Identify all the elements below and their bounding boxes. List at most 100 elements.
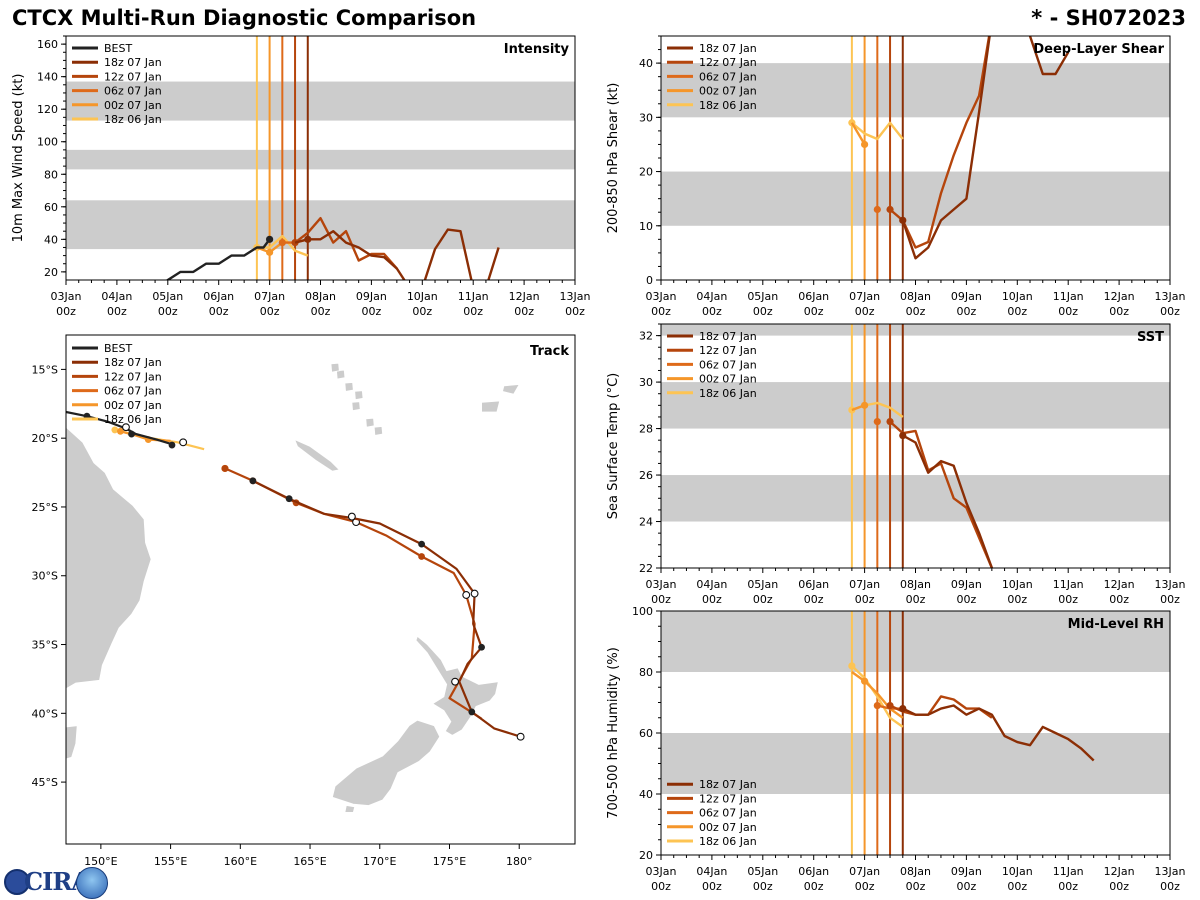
- shear-xtick-label: 13Jan: [1155, 290, 1186, 303]
- intensity-marker-18z-07-jan: [304, 235, 312, 243]
- track-xtick-label: 180°: [506, 855, 533, 868]
- intensity-ytick-label: 20: [44, 266, 58, 279]
- track-dot-best: [179, 438, 188, 447]
- shear-xtick-label: 09Jan: [951, 290, 982, 303]
- sst-series-18z-07-jan: [902, 434, 994, 568]
- rh-legend-label: 00z 07 Jan: [699, 821, 757, 834]
- intensity-xtick-label: 00z: [463, 305, 483, 318]
- sst-band: [661, 382, 1170, 429]
- shear-series-18z-06-jan: [851, 121, 904, 141]
- shear-xtick-label: 00z: [1160, 305, 1180, 318]
- sst-xtick-label: 10Jan: [1002, 578, 1033, 591]
- sst-xtick-label: 00z: [1058, 593, 1078, 606]
- track-legend-label: 18z 06 Jan: [104, 413, 162, 426]
- sst-xtick-label: 00z: [1160, 593, 1180, 606]
- shear-xtick-label: 08Jan: [900, 290, 931, 303]
- sst-xtick-label: 04Jan: [696, 578, 727, 591]
- intensity-ytick-label: 80: [44, 168, 58, 181]
- rh-ylabel: 700-500 hPa Humidity (%): [606, 647, 621, 819]
- rh-xtick-label: 00z: [1007, 880, 1027, 893]
- track-dot-18z-07-jan: [451, 677, 460, 686]
- shear-legend-label: 18z 06 Jan: [699, 99, 757, 112]
- track-ytick-label: 25°S: [32, 501, 58, 514]
- track-ytick-label: 20°S: [32, 432, 58, 445]
- intensity-xtick-label: 00z: [565, 305, 585, 318]
- track-dot-18z-07-jan: [285, 495, 293, 503]
- rh-xtick-label: 06Jan: [798, 865, 829, 878]
- sst-xtick-label: 08Jan: [900, 578, 931, 591]
- intensity-series-12z-07-jan: [294, 216, 398, 270]
- track-dot-18z-07-jan: [516, 732, 525, 741]
- rh-legend-label: 12z 07 Jan: [699, 792, 757, 805]
- intensity-xtick-label: 08Jan: [305, 290, 336, 303]
- shear-ytick-label: 10: [639, 220, 653, 233]
- shear-xtick-label: 07Jan: [849, 290, 880, 303]
- intensity-marker-00z-07-jan: [266, 248, 274, 256]
- rh-xtick-label: 10Jan: [1002, 865, 1033, 878]
- intensity-legend-label: 18z 07 Jan: [104, 56, 162, 69]
- shear-xtick-label: 05Jan: [747, 290, 778, 303]
- track-xtick-label: 165°E: [293, 855, 326, 868]
- rh-marker-18z-06-jan: [848, 662, 856, 670]
- intensity-xtick-label: 10Jan: [407, 290, 438, 303]
- sst-xtick-label: 00z: [702, 593, 722, 606]
- rh-marker-12z-07-jan: [886, 701, 894, 710]
- rh-xtick-label: 05Jan: [747, 865, 778, 878]
- intensity-ytick-label: 60: [44, 201, 58, 214]
- stewart-island-land: [344, 805, 356, 813]
- intensity-ylabel: 10m Max Wind Speed (kt): [11, 74, 26, 243]
- sst-xtick-label: 09Jan: [951, 578, 982, 591]
- rh-plot-area: [661, 611, 1170, 855]
- intensity-ytick-label: 160: [37, 38, 58, 51]
- track-dot-18z-06-jan: [111, 426, 119, 434]
- rh-band: [661, 733, 1170, 794]
- cira-logo: CIRA: [4, 866, 108, 899]
- track-dot-18z-07-jan: [418, 540, 426, 548]
- intensity-xtick-label: 09Jan: [356, 290, 387, 303]
- sst-band: [661, 324, 1170, 336]
- rh-xtick-label: 11Jan: [1053, 865, 1084, 878]
- shear-xtick-label: 00z: [855, 305, 875, 318]
- fiji-land: [481, 400, 501, 413]
- sst-marker-06z-07-jan: [873, 418, 881, 426]
- rh-xtick-label: 03Jan: [646, 865, 677, 878]
- sst-marker-12z-07-jan: [886, 418, 894, 426]
- track-xtick-label: 150°E: [84, 855, 117, 868]
- shear-plot-area: [661, 36, 1170, 280]
- shear-legend-label: 12z 07 Jan: [699, 56, 757, 69]
- intensity-xtick-label: 07Jan: [254, 290, 285, 303]
- sst-xtick-label: 06Jan: [798, 578, 829, 591]
- track-xtick-label: 175°E: [433, 855, 466, 868]
- rh-xtick-label: 00z: [804, 880, 824, 893]
- track-panel: 150°E 155°E 160°E 165°E 170°E 175°E 180° 15°S 20…: [32, 334, 576, 868]
- track-frame: [65, 334, 576, 845]
- shear-legend-label: 06z 07 Jan: [699, 70, 757, 83]
- track-dot-18z-07-jan: [347, 512, 356, 521]
- shear-ytick-label: 0: [646, 274, 653, 287]
- sst-ytick-label: 24: [639, 516, 653, 529]
- sst-ytick-label: 22: [639, 562, 653, 575]
- vanuatu-island-land: [365, 417, 375, 428]
- rh-xtick-label: 00z: [702, 880, 722, 893]
- intensity-xtick-label: 00z: [260, 305, 280, 318]
- rh-xtick-label: 00z: [1160, 880, 1180, 893]
- shear-series-18z-07-jan: [901, 36, 1070, 260]
- intensity-band: [66, 149, 575, 170]
- rh-marker-00z-07-jan: [861, 677, 869, 685]
- storm-id: * - SH072023: [1031, 6, 1186, 30]
- intensity-xtick-label: 00z: [412, 305, 432, 318]
- track-dot-12z-07-jan: [221, 465, 229, 472]
- track-legend-label: 18z 07 Jan: [104, 356, 162, 369]
- shear-band: [661, 171, 1170, 226]
- track-dot-12z-07-jan: [462, 591, 471, 599]
- sst-panel: 03Jan 00z 04Jan 00z 05Jan 00z 06Jan 00z 07Jan 00z…: [606, 323, 1185, 606]
- rh-xtick-label: 12Jan: [1104, 865, 1135, 878]
- sst-legend-label: 18z 06 Jan: [699, 387, 757, 400]
- track-ytick-label: 15°S: [32, 363, 58, 376]
- sst-band: [661, 475, 1170, 522]
- new-caledonia-land: [293, 438, 341, 472]
- shear-xtick-label: 00z: [1007, 305, 1027, 318]
- rh-ytick-label: 80: [639, 666, 653, 679]
- track-legend-label: BEST: [104, 342, 132, 355]
